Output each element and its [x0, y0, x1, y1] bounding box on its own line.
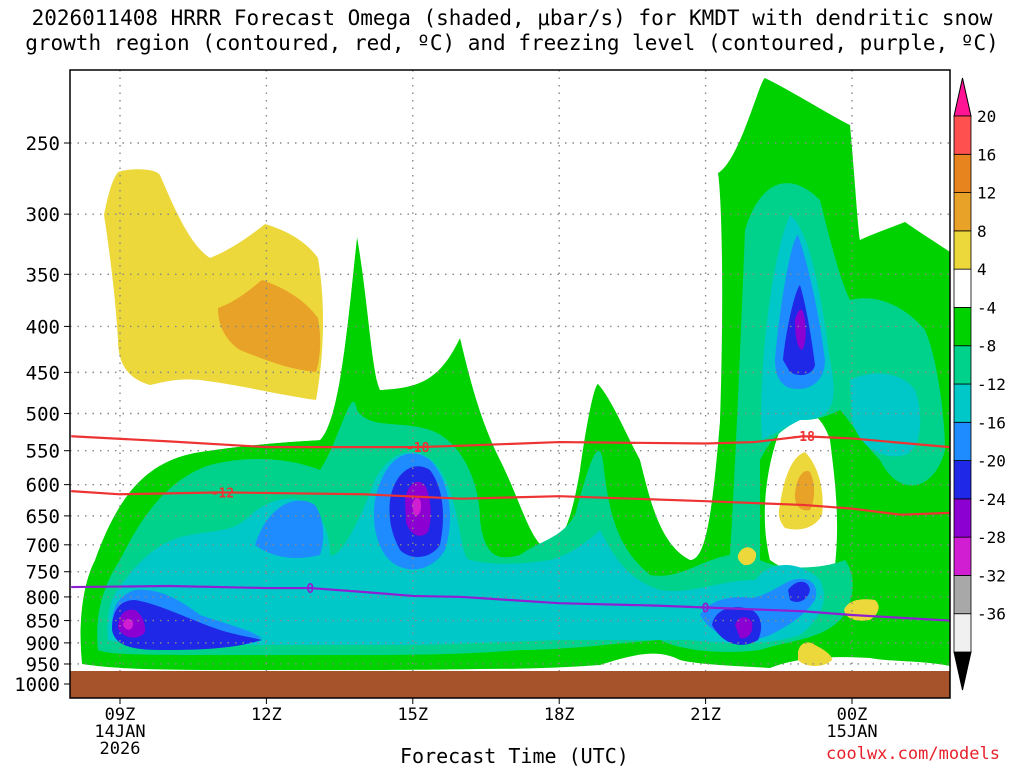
y-tick-label: 400 — [26, 316, 60, 338]
chart-title-line-2: growth region (contoured, red, ºC) and f… — [25, 31, 999, 55]
colorbar-label: -28 — [977, 528, 1006, 547]
colorbar-label: 16 — [977, 145, 996, 164]
colorbar-label: 20 — [977, 107, 996, 126]
contour-label: -18 — [791, 430, 815, 445]
colorbar-label: 12 — [977, 184, 996, 203]
omega-hole-right-gap — [656, 420, 720, 560]
colorbar-swatch — [953, 421, 972, 461]
colorbar-swatch — [953, 613, 972, 653]
y-tick-label: 550 — [26, 441, 60, 463]
chart-title-line-1: 2026011408 HRRR Forecast Omega (shaded, … — [31, 6, 993, 30]
y-tick-label: 350 — [26, 264, 60, 286]
contour-lines: -18 -18 -12 0 0 — [71, 430, 950, 622]
colorbar-swatch — [953, 115, 972, 155]
omega-region-orange-right — [794, 470, 815, 511]
colorbar-bottom-arrow — [953, 651, 972, 691]
x-tick-label: 09Z — [105, 705, 136, 725]
x-tick-year: 2026 — [100, 739, 141, 759]
colorbar-swatch — [953, 230, 972, 270]
omega-region-orange-upper — [218, 280, 321, 372]
colorbar-swatch — [953, 575, 972, 615]
colorbar-label: -32 — [977, 566, 1006, 585]
x-tick-date: 14JAN — [94, 722, 145, 742]
omega-region-deep-blue — [112, 285, 815, 650]
x-tick-label: 21Z — [690, 705, 721, 725]
plot-frame — [69, 69, 951, 699]
contour-line — [71, 584, 950, 622]
contour-label: 0 — [306, 582, 314, 597]
y-tick-label: 650 — [26, 506, 60, 528]
colorbar: 20 16 12 8 4 -4 -8 -12 -16 -20 -24 -28 -32 -36 — [953, 77, 1006, 691]
colorbar-label: -24 — [977, 490, 1006, 509]
y-tick-label: 600 — [26, 475, 60, 497]
x-tick-label: 12Z — [251, 705, 282, 725]
colorbar-swatch — [953, 268, 972, 308]
colorbar-top-arrow — [953, 77, 972, 117]
colorbar-label: 8 — [977, 222, 987, 241]
ground-surface — [70, 671, 950, 698]
colorbar-swatch — [953, 498, 972, 538]
y-tick-label: 450 — [26, 362, 60, 384]
colorbar-label: -36 — [977, 605, 1006, 624]
colorbar-swatch — [953, 153, 972, 193]
colorbar-swatch — [953, 383, 972, 423]
y-tick-label: 850 — [26, 611, 60, 633]
omega-hole-upper-left — [70, 70, 950, 664]
colorbar-label: -12 — [977, 375, 1006, 394]
colorbar-label: -4 — [977, 298, 996, 317]
y-tick-label: 900 — [26, 633, 60, 655]
y-tick-label: 950 — [26, 654, 60, 676]
y-tick-label: 500 — [26, 404, 60, 426]
y-tick-label: 750 — [26, 562, 60, 584]
colorbar-swatch — [953, 345, 972, 385]
x-tick-date: 15JAN — [826, 722, 877, 742]
y-tick-label: 700 — [26, 535, 60, 557]
omega-region-blue — [112, 235, 825, 645]
contour-line — [71, 490, 950, 516]
y-tick-label: 1000 — [14, 674, 60, 696]
colorbar-swatch — [953, 460, 972, 500]
credit-text: coolwx.com/models — [826, 744, 1000, 764]
colorbar-swatch — [953, 307, 972, 347]
omega-hole-left-gap — [380, 332, 460, 390]
colorbar-swatch — [953, 192, 972, 232]
x-tick-label: 18Z — [544, 705, 575, 725]
colorbar-swatch — [953, 536, 972, 576]
contour-line — [71, 435, 950, 449]
y-tick-label: 800 — [26, 587, 60, 609]
x-tick-label: 00Z — [837, 705, 868, 725]
contour-label: 0 — [702, 602, 710, 617]
y-tick-label: 250 — [26, 133, 60, 155]
x-axis-label: Forecast Time (UTC) — [400, 744, 629, 768]
contour-label: -12 — [211, 486, 234, 501]
contour-label: -18 — [406, 441, 430, 456]
colorbar-label: -8 — [977, 337, 996, 356]
y-tick-label: 300 — [26, 204, 60, 226]
omega-shading — [70, 70, 950, 670]
x-tick-label: 15Z — [397, 705, 428, 725]
colorbar-label: -16 — [977, 413, 1006, 432]
y-axis: 2503003504004505005506006507007508008509… — [14, 133, 70, 696]
colorbar-label: 4 — [977, 260, 987, 279]
colorbar-label: -20 — [977, 452, 1006, 471]
